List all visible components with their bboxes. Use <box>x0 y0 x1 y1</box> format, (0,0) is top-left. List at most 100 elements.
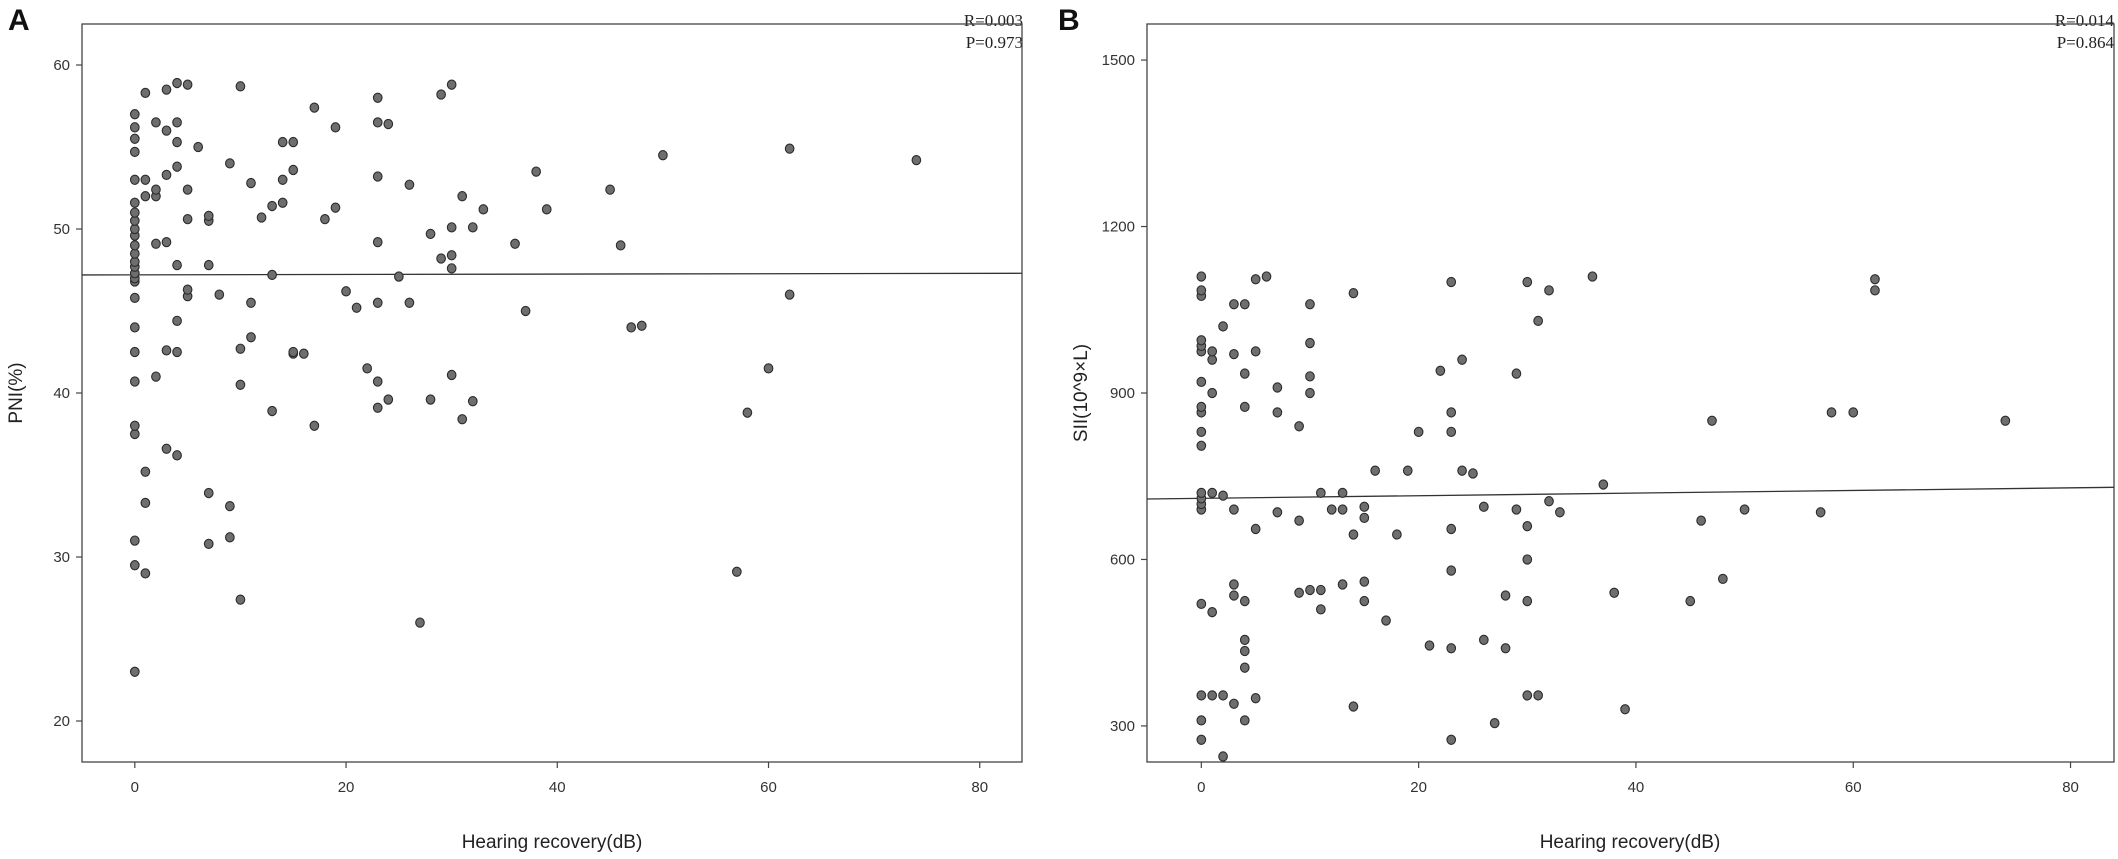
panel-a-data-point <box>784 143 795 154</box>
panel-b-plot-frame <box>1146 23 2115 763</box>
panel-b-data-point <box>1196 426 1207 437</box>
panel-a-data-point <box>626 322 637 333</box>
panel-a-data-point <box>467 396 478 407</box>
panel-a-data-point <box>446 263 457 274</box>
panel-a-data-point <box>742 407 753 418</box>
panel-a-data-point <box>203 538 214 550</box>
panel-b-data-point <box>1370 465 1381 476</box>
panel-b-data-point <box>2000 415 2011 426</box>
panel-b-data-point <box>1229 579 1239 590</box>
panel-a-data-point <box>140 568 151 579</box>
panel-b-data-point <box>1218 690 1228 701</box>
panel-a-data-point <box>161 236 172 248</box>
panel-a-data-point <box>784 289 795 300</box>
panel-b-p-value: P=0.864 <box>2057 33 2115 52</box>
panel-a-data-point <box>129 197 140 208</box>
panel-a-data-point <box>161 169 172 181</box>
panel-b-data-point <box>1826 407 1837 418</box>
panel-b-data-point <box>1196 401 1207 413</box>
panel-a-data-point <box>172 117 182 128</box>
panel-a-data-point <box>129 133 140 144</box>
panel-a-data-point <box>731 566 742 577</box>
panel-b-data-point <box>1718 573 1728 585</box>
panel-b-data-point <box>1326 504 1337 515</box>
panel-a-data-point <box>320 214 330 225</box>
panel-a-data-point <box>140 174 151 185</box>
panel-b-data-point <box>1229 590 1239 601</box>
panel-b-x-tick-label: 60 <box>1845 779 1862 796</box>
panel-a-data-point <box>372 117 383 128</box>
panel-a-data-point <box>330 202 341 213</box>
panel-a-data-point <box>161 443 172 454</box>
panel-b-data-point <box>1218 321 1228 332</box>
panel-a-data-point <box>277 197 288 208</box>
panel-b-data-point <box>1446 276 1457 288</box>
panel-a-data-point <box>415 617 425 628</box>
panel-a-data-point <box>383 118 394 130</box>
panel-b-data-point <box>1229 349 1239 360</box>
panel-b-data-point <box>1196 376 1207 388</box>
panel-a-data-point <box>636 320 647 331</box>
panel-b-data-point <box>1239 401 1250 413</box>
panel-b-points <box>1196 271 2011 762</box>
panel-b-data-point <box>1848 407 1859 418</box>
panel-b-x-tick-label: 20 <box>1410 779 1427 796</box>
panel-a-data-point <box>225 158 235 169</box>
panel-b-data-point <box>1544 496 1554 507</box>
panel-a-p-value: P=0.973 <box>966 33 1023 52</box>
panel-a-data-point <box>436 89 446 100</box>
panel-a-data-point <box>172 77 182 89</box>
panel-a-data-point <box>383 394 394 405</box>
panel-b-data-point <box>1239 634 1250 646</box>
panel-a-data-point <box>129 146 140 158</box>
panel-b-x-tick-label: 0 <box>1197 779 1205 796</box>
panel-b-label: B <box>1058 4 1080 37</box>
panel-b-data-point <box>1489 718 1500 729</box>
panel-a-points <box>129 77 922 677</box>
panel-b-data-point <box>1533 690 1543 701</box>
panel-a-data-point <box>605 184 615 195</box>
panel-a-data-point <box>235 343 246 354</box>
panel-a-data-point <box>267 405 277 417</box>
panel-b-fit-line <box>1146 486 2115 500</box>
panel-a-data-point <box>172 259 182 271</box>
panel-a-data-point <box>330 122 341 133</box>
panel-a-data-point <box>404 179 415 190</box>
panel-a-data-point <box>235 594 246 605</box>
panel-a-data-point <box>446 369 457 381</box>
panel-b-data-point <box>1229 698 1239 709</box>
panel-a-y-tick-label: 30 <box>53 549 70 566</box>
panel-b-data-point <box>1348 701 1359 712</box>
panel-a-data-point <box>256 212 267 223</box>
panel-a-data-point <box>151 371 161 382</box>
panel-b-data-point <box>1870 285 1880 296</box>
panel-b-data-point <box>1294 587 1304 598</box>
panel-a-data-point <box>520 305 531 317</box>
panel-b-data-point <box>1294 515 1304 526</box>
panel-a-data-point <box>129 560 140 571</box>
panel-a-data-point <box>446 222 457 233</box>
panel-b-data-point <box>1478 634 1489 646</box>
panel-b-data-point <box>1522 690 1533 701</box>
panel-b-data-point <box>1446 523 1457 535</box>
panel-b-data-point <box>1555 507 1565 518</box>
panel-a-data-point <box>309 102 320 113</box>
panel-b-data-point <box>1522 276 1533 288</box>
panel-b-data-point <box>1337 487 1348 499</box>
panel-b-data-point <box>1337 504 1348 515</box>
panel-a-data-point <box>129 292 140 304</box>
panel-a-data-point <box>288 346 299 358</box>
panel-a-data-point <box>129 346 140 358</box>
panel-b-data-point <box>1239 368 1250 379</box>
panel-b-data-point <box>1457 465 1467 476</box>
panel-b-x-tick-label: 40 <box>1628 779 1645 796</box>
panel-a-data-point <box>203 259 214 271</box>
panel-a-data-point <box>235 81 246 92</box>
panel-b-data-point <box>1315 604 1326 615</box>
panel-b-data-point <box>1446 643 1457 654</box>
panel-b-data-point <box>1533 315 1543 327</box>
panel-a-data-point <box>277 136 288 148</box>
panel-a-data-point <box>446 250 457 261</box>
panel-b-data-point <box>1196 285 1207 296</box>
